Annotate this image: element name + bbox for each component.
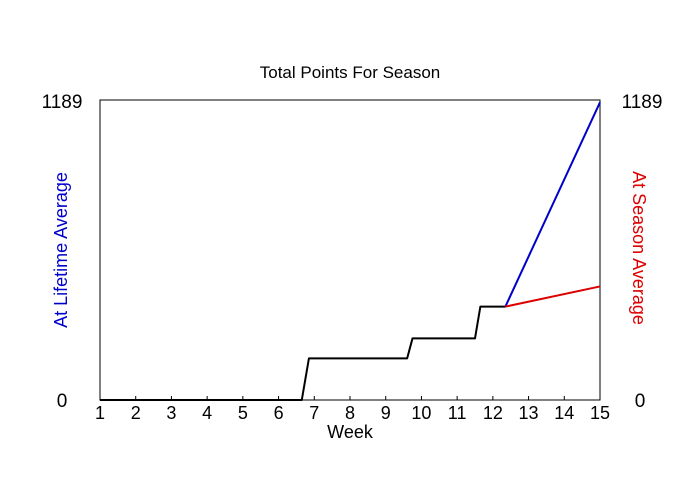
- plot-area: [99, 99, 601, 401]
- series-line-projection-season: [505, 285, 601, 308]
- y-axis-label-left: At Lifetime Average: [51, 172, 71, 328]
- x-tick-label: 9: [381, 403, 391, 423]
- x-tick-label: 8: [345, 403, 355, 423]
- x-tick-label: 3: [166, 403, 176, 423]
- y-tick-left-bottom: 0: [57, 391, 68, 412]
- y-tick-left-top: 1189: [42, 92, 83, 113]
- series-line-projection-lifetime: [504, 101, 601, 308]
- x-axis: 1 2 3 4 5 6 7 8 9 10 11 12 13 14 15: [95, 396, 610, 423]
- x-tick-label: 5: [238, 403, 248, 423]
- y-axis-label-right: At Season Average: [629, 171, 649, 325]
- x-tick-label: 11: [448, 403, 467, 423]
- x-tick-label: 4: [202, 403, 212, 423]
- chart-title: Total Points For Season: [260, 63, 440, 82]
- series-line-actual: [100, 305, 506, 401]
- x-tick-label: 2: [131, 403, 141, 423]
- x-tick-label: 12: [483, 403, 503, 423]
- x-tick-label: 7: [309, 403, 319, 423]
- x-tick-label: 10: [411, 403, 431, 423]
- series-layer: [100, 101, 601, 401]
- x-tick-label: 1: [95, 403, 105, 423]
- y-tick-right-top: 1189: [622, 92, 663, 113]
- x-tick-label: 14: [554, 403, 574, 423]
- x-tick-label: 13: [519, 403, 539, 423]
- x-axis-label: Week: [327, 422, 374, 442]
- x-tick-label: 15: [590, 403, 610, 423]
- x-tick-label: 6: [274, 403, 284, 423]
- y-tick-right-bottom: 0: [635, 391, 646, 412]
